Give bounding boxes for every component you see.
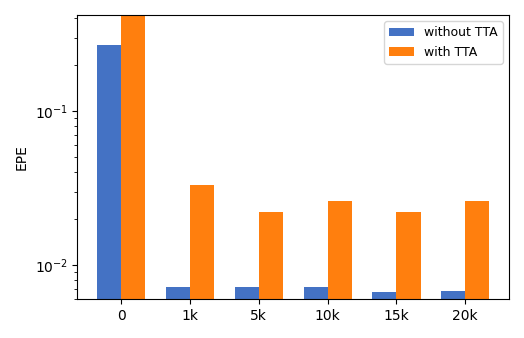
Legend: without TTA, with TTA: without TTA, with TTA: [384, 21, 503, 64]
Y-axis label: EPE: EPE: [15, 144, 29, 170]
Bar: [259, 212, 283, 338]
Bar: [441, 291, 465, 338]
Bar: [121, 0, 145, 338]
Bar: [190, 185, 214, 338]
Bar: [328, 201, 352, 338]
Bar: [465, 201, 489, 338]
Bar: [235, 287, 259, 338]
Bar: [166, 287, 190, 338]
Bar: [97, 45, 121, 338]
Bar: [373, 292, 397, 338]
Bar: [303, 287, 328, 338]
Bar: [397, 212, 421, 338]
